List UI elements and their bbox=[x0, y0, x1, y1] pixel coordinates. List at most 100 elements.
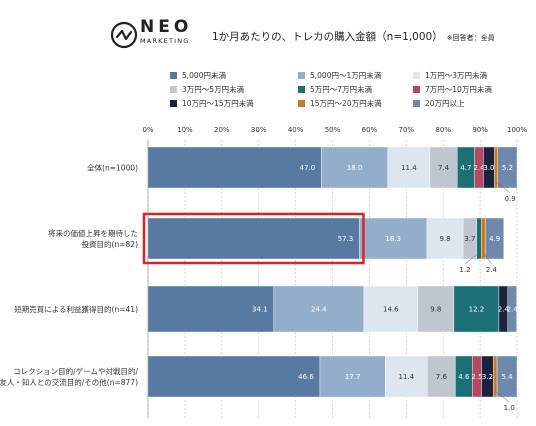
legend-label: 5万円〜7万円未満 bbox=[310, 85, 373, 94]
data-label: 2.4 bbox=[498, 306, 510, 314]
data-label: 11.4 bbox=[401, 164, 417, 172]
x-tick-label: 70% bbox=[399, 126, 415, 134]
data-label: 57.3 bbox=[338, 235, 354, 243]
x-tick-label: 60% bbox=[362, 126, 378, 134]
data-label: 24.4 bbox=[311, 306, 327, 314]
data-label: 4.9 bbox=[489, 235, 500, 243]
data-label: 5.2 bbox=[502, 164, 513, 172]
bar-segment bbox=[496, 355, 518, 398]
bar-segment bbox=[147, 146, 322, 189]
bar-segment bbox=[476, 217, 482, 260]
x-tick-label: 40% bbox=[288, 126, 304, 134]
legend-swatch bbox=[170, 72, 177, 79]
data-label: 4.7 bbox=[460, 164, 471, 172]
leader-line bbox=[495, 181, 511, 194]
legend-swatch bbox=[170, 86, 177, 93]
legend-item: 5,000円未満 bbox=[170, 70, 226, 81]
bar-segment bbox=[385, 355, 428, 398]
bar-segment bbox=[427, 355, 456, 398]
data-label: 1.2 bbox=[459, 266, 470, 274]
data-label: 18.0 bbox=[347, 164, 363, 172]
category-label: 全体(n=1000) bbox=[87, 163, 138, 173]
logo-wordmark: NEO bbox=[140, 17, 193, 37]
bar-segment bbox=[453, 285, 500, 333]
data-label: 2.4 bbox=[486, 266, 498, 274]
data-label: 17.7 bbox=[345, 373, 361, 381]
data-label: 5.4 bbox=[501, 373, 513, 381]
highlight-box bbox=[142, 212, 365, 265]
bar-segment bbox=[319, 355, 386, 398]
legend-label: 10万円〜15万円未満 bbox=[182, 99, 254, 108]
bar-segment bbox=[147, 217, 360, 260]
bar-segment bbox=[273, 285, 365, 333]
data-label: 34.1 bbox=[252, 306, 268, 314]
bar-segment bbox=[494, 146, 499, 189]
neo-logo-icon bbox=[110, 21, 138, 49]
bar-segment bbox=[387, 146, 431, 189]
legend-swatch bbox=[413, 86, 420, 93]
bar-segment bbox=[497, 146, 518, 189]
legend-item: 15万円〜20万円未満 bbox=[298, 98, 382, 109]
legend-label: 5,000円〜1万円未満 bbox=[310, 71, 382, 80]
legend-swatch bbox=[298, 86, 305, 93]
legend-item: 1万円〜3万円未満 bbox=[413, 70, 487, 81]
legend-label: 7万円〜10万円未満 bbox=[425, 85, 492, 94]
data-label: 2.5 bbox=[471, 373, 482, 381]
legend-swatch bbox=[413, 100, 420, 107]
data-label: 4.6 bbox=[458, 373, 470, 381]
legend-item: 10万円〜15万円未満 bbox=[170, 98, 254, 109]
legend-label: 3万円〜5万円未満 bbox=[182, 85, 245, 94]
x-tick-label: 100% bbox=[507, 126, 527, 134]
data-label: 3.2 bbox=[482, 373, 493, 381]
data-label: 47.0 bbox=[300, 164, 316, 172]
category-label: 短期売買による利益獲得目的(n=41) bbox=[14, 304, 138, 314]
data-label: 3.0 bbox=[483, 164, 494, 172]
x-tick-label: 50% bbox=[325, 126, 341, 134]
data-label: 2.4 bbox=[507, 306, 519, 314]
legend-swatch bbox=[413, 72, 420, 79]
x-tick-label: 10% bbox=[177, 126, 193, 134]
data-label: 7.6 bbox=[436, 373, 448, 381]
data-label: 46.6 bbox=[298, 373, 314, 381]
x-tick-label: 80% bbox=[435, 126, 451, 134]
data-label: 9.8 bbox=[430, 306, 441, 314]
data-label: 12.2 bbox=[469, 306, 485, 314]
bar-segment bbox=[426, 217, 464, 260]
x-tick-label: 30% bbox=[251, 126, 267, 134]
data-label: 9.8 bbox=[439, 235, 450, 243]
legend-swatch bbox=[298, 100, 305, 107]
data-label: 0.9 bbox=[505, 195, 516, 203]
legend-label: 15万円〜20万円未満 bbox=[310, 99, 382, 108]
category-label: 投資目的(n=82) bbox=[82, 239, 139, 249]
logo-subtitle: MARKETING bbox=[140, 37, 190, 45]
chart-title-note: ※回答者：全員 bbox=[446, 34, 495, 42]
bar-segment bbox=[485, 217, 504, 260]
legend-swatch bbox=[298, 72, 305, 79]
bar-segment bbox=[493, 355, 498, 398]
data-label: 3.7 bbox=[464, 235, 475, 243]
legend-label: 5,000円未満 bbox=[182, 71, 226, 80]
category-label: 友人・知人との交流目的/その他(n=877) bbox=[0, 377, 138, 387]
bar-segment bbox=[359, 217, 428, 260]
category-label: コレクション目的/ゲームや対戦目的/ bbox=[13, 366, 138, 376]
legend-item: 20万円以上 bbox=[413, 98, 465, 109]
legend-swatch bbox=[170, 100, 177, 107]
bar-segment bbox=[417, 285, 455, 333]
x-tick-label: 0% bbox=[142, 126, 153, 134]
leader-line bbox=[483, 252, 492, 265]
legend-label: 20万円以上 bbox=[425, 99, 465, 108]
bar-segment bbox=[363, 285, 418, 333]
bar-segment bbox=[481, 217, 486, 260]
chart-title-text: 1か月あたりの、トレカの購入金額（n=1,000） bbox=[212, 31, 443, 43]
legend-label: 1万円〜3万円未満 bbox=[425, 71, 488, 80]
bar-segment bbox=[147, 285, 275, 333]
legend-item: 7万円〜10万円未満 bbox=[413, 84, 492, 95]
x-tick-label: 20% bbox=[214, 126, 230, 134]
legend-item: 3万円〜5万円未満 bbox=[170, 84, 244, 95]
chart-title: 1か月あたりの、トレカの購入金額（n=1,000） ※回答者：全員 bbox=[212, 29, 495, 44]
data-label: 18.3 bbox=[385, 235, 401, 243]
bar-segment bbox=[147, 355, 321, 398]
bar-segment bbox=[507, 285, 517, 333]
x-tick-label: 90% bbox=[472, 126, 488, 134]
